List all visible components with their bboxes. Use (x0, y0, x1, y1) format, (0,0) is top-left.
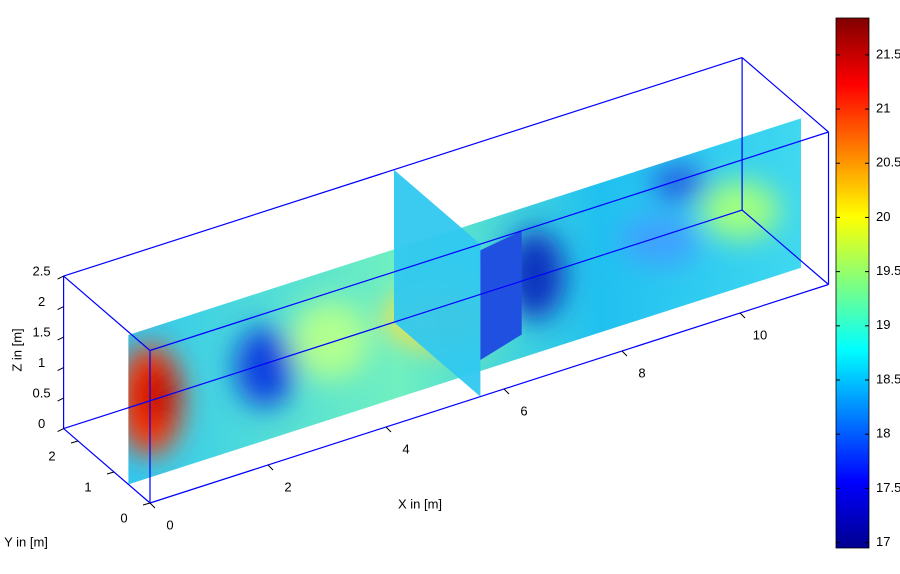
z-tick-label: 1.5 (33, 325, 51, 340)
box-edge (63, 275, 151, 351)
y-tick (142, 502, 151, 506)
y-tick (70, 440, 79, 444)
x-tick-label: 8 (638, 365, 645, 380)
colorbar-tick-label: 20 (876, 209, 890, 224)
x-tick (267, 464, 274, 471)
y-tick (106, 471, 115, 475)
z-tick-label: 2.5 (33, 264, 51, 279)
y-tick-label: 1 (84, 479, 91, 494)
x-tick-label: 6 (520, 403, 527, 418)
scene (62, 57, 830, 504)
colorbar-tick-label: 19.5 (876, 263, 900, 278)
colorbar-tick-label: 17.5 (876, 480, 900, 495)
x-tick-label: 0 (166, 517, 173, 532)
field-blob (235, 327, 295, 407)
y-tick-label: 0 (120, 510, 127, 525)
colorbar-tick-label: 18 (876, 426, 890, 441)
colorbar-tick-label: 21 (876, 100, 890, 115)
x-tick (149, 502, 156, 509)
colorbar-tick-label: 20.5 (876, 155, 900, 170)
field-blob (290, 300, 370, 380)
x-tick-label: 2 (284, 479, 291, 494)
slice-plane (394, 169, 481, 397)
z-tick-label: 2 (38, 294, 45, 309)
z-tick (57, 428, 64, 433)
z-tick (57, 367, 64, 372)
box-edge (63, 209, 743, 430)
colorbar-tick-label: 21.5 (876, 46, 900, 61)
colorbar-tick-label: 18.5 (876, 371, 900, 386)
box-edge (63, 57, 743, 277)
field-blob (652, 167, 708, 199)
z-axis-label: Z in [m] (9, 328, 24, 371)
z-tick (57, 336, 64, 341)
z-tick-label: 0 (38, 416, 45, 431)
x-tick-label: 4 (402, 441, 409, 456)
z-tick-label: 1 (38, 355, 45, 370)
field-blob (140, 365, 176, 425)
x-tick (739, 312, 746, 319)
field-blob (700, 180, 780, 240)
x-tick (385, 426, 392, 433)
x-axis-label: X in [m] (398, 496, 442, 511)
y-axis-label: Y in [m] (4, 534, 48, 549)
z-tick (57, 306, 64, 311)
colorbar (835, 17, 870, 549)
y-tick-label: 2 (48, 448, 55, 463)
slice-strip (480, 230, 522, 360)
x-tick (503, 388, 510, 395)
z-tick-label: 0.5 (33, 386, 51, 401)
x-tick-label: 10 (753, 327, 767, 342)
box-edge (149, 283, 829, 504)
box-edge (741, 57, 829, 133)
box-edge (149, 131, 829, 352)
x-tick (621, 350, 628, 357)
colorbar-tick-label: 19 (876, 317, 890, 332)
z-tick (57, 275, 64, 280)
z-tick (57, 397, 64, 402)
field-blob (620, 215, 700, 265)
slice-field (128, 167, 780, 455)
box-edge (741, 209, 829, 285)
colorbar-tick-label: 17 (876, 534, 890, 549)
